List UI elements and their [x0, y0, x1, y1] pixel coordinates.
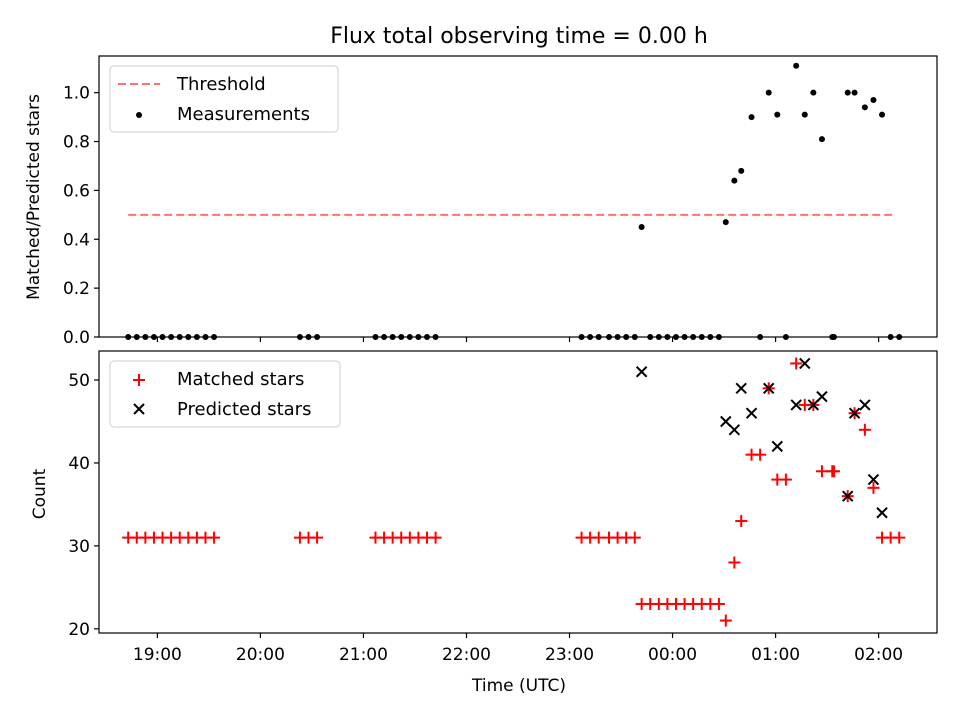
x-tick-label: 22:00 — [442, 645, 491, 665]
predicted-star-point — [867, 473, 880, 486]
predicted-star-point — [635, 366, 648, 378]
x-tick-label: 02:00 — [854, 645, 903, 665]
x-tick-label: 21:00 — [339, 645, 388, 665]
legend-matched-label: Matched stars — [177, 369, 304, 390]
measurement-point — [844, 89, 851, 96]
matched-star-point — [728, 556, 741, 569]
measurement-point — [810, 89, 817, 96]
x-tick-label: 01:00 — [751, 645, 800, 665]
measurement-point — [801, 111, 808, 118]
measurement-point — [765, 89, 772, 96]
x-tick-label: 00:00 — [648, 645, 697, 665]
y-tick-label: 0.0 — [63, 328, 90, 348]
top-y-axis: 0.0 0.2 0.4 0.6 0.8 1.0 — [63, 84, 99, 348]
top-legend-box — [109, 65, 339, 133]
legend-matched-swatch — [133, 374, 145, 386]
matched-star-point — [867, 481, 880, 494]
matched-star-point — [719, 614, 732, 627]
measurement-point — [851, 89, 858, 96]
matched-star-point — [779, 473, 792, 486]
y-tick-label: 20 — [68, 620, 90, 640]
bottom-y-axis: 20 30 40 50 — [68, 371, 99, 640]
top-y-axis-label: Matched/Predicted stars — [24, 94, 44, 300]
predicted-star-point — [771, 440, 784, 453]
predicted-star-point — [728, 424, 741, 436]
measurement-point — [748, 114, 755, 121]
legend-threshold-label: Threshold — [176, 74, 266, 95]
matched-star-point — [893, 531, 906, 544]
bottom-x-axis: 19:00 20:00 21:00 22:00 23:00 00:00 01:00 02:00 — [133, 633, 903, 665]
matched-star-point — [815, 465, 828, 478]
measurement-point — [818, 136, 825, 143]
y-tick-label: 40 — [68, 454, 90, 474]
matched-star-point — [712, 597, 725, 610]
measurement-point — [722, 219, 729, 226]
matched-star-point — [592, 531, 605, 544]
measurement-point — [738, 167, 745, 174]
legend-predicted-swatch — [133, 403, 145, 415]
predicted-star-point — [720, 415, 732, 428]
x-axis-label: Time (UTC) — [471, 676, 566, 696]
matched-stars-points — [122, 357, 906, 627]
y-tick-label: 1.0 — [63, 84, 90, 104]
predicted-star-point — [859, 399, 871, 411]
legend-measurements-label: Measurements — [177, 104, 310, 125]
legend-measurements-swatch — [136, 112, 142, 118]
predicted-star-point — [799, 357, 811, 370]
top-legend: Threshold Measurements — [109, 65, 339, 133]
predicted-star-point — [735, 382, 747, 395]
bottom-legend: Matched stars Predicted stars — [109, 360, 341, 428]
predicted-stars-points — [635, 357, 888, 519]
predicted-star-point — [807, 399, 820, 411]
predicted-star-point — [763, 382, 775, 395]
y-tick-label: 50 — [68, 371, 90, 391]
measurement-point — [638, 224, 645, 231]
x-tick-label: 23:00 — [545, 645, 594, 665]
predicted-star-point — [816, 390, 828, 403]
predicted-star-point — [848, 407, 861, 419]
matched-star-point — [790, 357, 803, 370]
predicted-star-point — [790, 399, 802, 411]
bottom-legend-box — [109, 360, 341, 428]
predicted-star-point — [876, 507, 888, 519]
measurement-point — [774, 111, 781, 118]
y-tick-label: 30 — [68, 537, 90, 557]
measurement-point — [870, 96, 877, 103]
matched-star-point — [311, 531, 324, 544]
predicted-star-point — [745, 407, 758, 419]
top-x-ticks — [156, 337, 880, 342]
bottom-panel-frame — [98, 350, 938, 634]
x-tick-label: 20:00 — [236, 645, 285, 665]
measurement-point — [861, 104, 868, 111]
matched-star-point — [754, 448, 767, 461]
measurement-point — [731, 177, 738, 184]
matched-star-point — [858, 423, 871, 436]
matched-star-point — [208, 531, 221, 544]
bottom-y-axis-label: Count — [30, 468, 50, 519]
y-tick-label: 0.6 — [63, 181, 90, 201]
y-tick-label: 0.2 — [63, 279, 90, 299]
measurement-point — [879, 111, 886, 118]
matched-star-point — [827, 465, 840, 478]
predicted-star-point — [841, 490, 854, 502]
matched-star-point — [628, 531, 641, 544]
measurement-point — [793, 62, 800, 69]
bottom-panel: 20 30 40 50 19:00 20:00 21:00 22:00 23:00 00:00 0… — [30, 350, 938, 696]
y-tick-label: 0.4 — [63, 230, 90, 250]
legend-predicted-label: Predicted stars — [177, 399, 311, 420]
matched-star-point — [735, 515, 748, 528]
top-panel: 0.0 0.2 0.4 0.6 0.8 1.0 Matched/Predicted sta… — [24, 55, 938, 348]
x-tick-label: 19:00 — [133, 645, 182, 665]
y-tick-label: 0.8 — [63, 133, 90, 153]
top-panel-frame — [98, 55, 938, 338]
chart-title: Flux total observing time = 0.00 h — [330, 24, 708, 49]
matched-star-point — [429, 531, 442, 544]
